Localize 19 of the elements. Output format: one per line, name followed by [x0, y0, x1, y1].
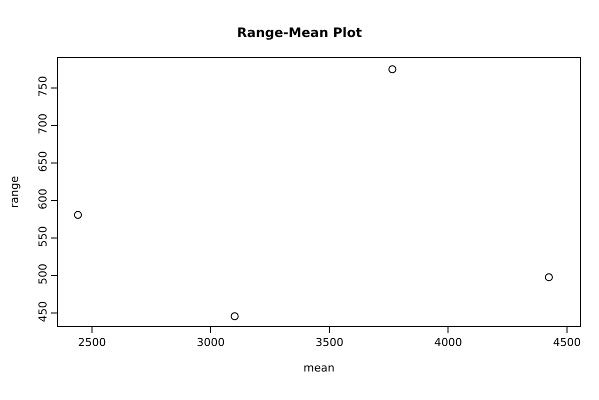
y-axis-title: range: [8, 176, 22, 208]
y-tick-label: 550: [36, 226, 50, 248]
chart-title: Range-Mean Plot: [237, 26, 362, 42]
y-tick-label: 750: [36, 76, 50, 97]
y-tick-label: 450: [36, 301, 50, 322]
x-axis-title: mean: [303, 361, 335, 374]
y-tick-label: 600: [36, 188, 50, 210]
x-tick-label: 2500: [78, 336, 106, 350]
point: [544, 273, 553, 282]
point: [74, 210, 82, 219]
x-tick-label: 3500: [315, 336, 344, 350]
x-tick-label: 3000: [196, 336, 225, 350]
point: [230, 312, 239, 320]
y-tick-label: 500: [36, 264, 50, 285]
point: [388, 65, 396, 74]
x-tick-label: 4500: [552, 336, 581, 350]
y-tick-label: 700: [36, 113, 50, 134]
x-tick-label: 4000: [434, 336, 462, 350]
y-tick-label: 650: [36, 150, 50, 172]
